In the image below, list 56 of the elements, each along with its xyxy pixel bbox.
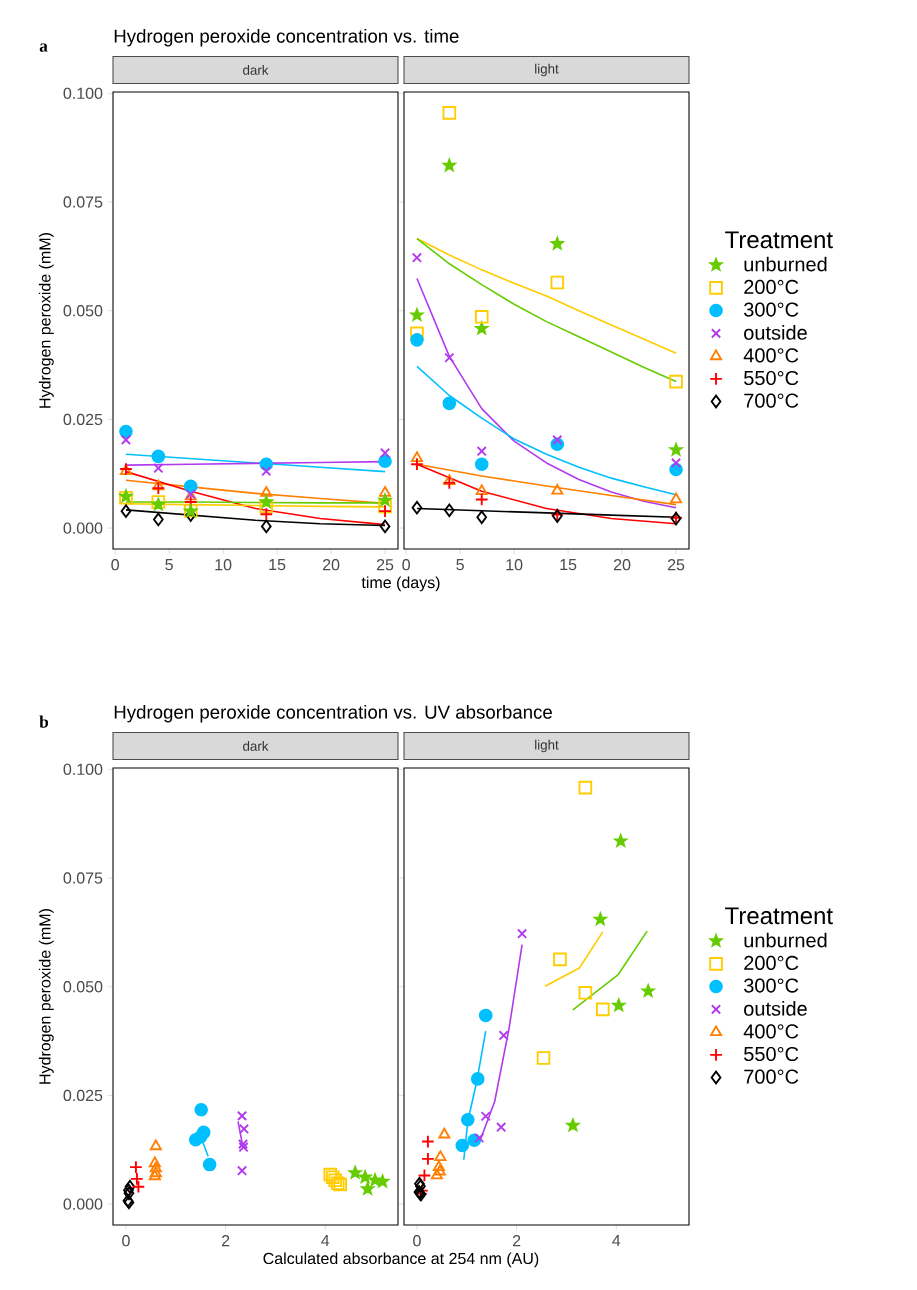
y-tick-label: 0.075 — [63, 196, 103, 208]
x-tick-label: 10 — [506, 559, 523, 571]
x-tick-label: 4 — [321, 1235, 330, 1247]
legend-label: unburned — [744, 932, 827, 948]
x-tick-label: 15 — [269, 559, 286, 571]
x-axis-title: time (days) — [361, 576, 440, 592]
x-tick-label: 10 — [215, 559, 232, 571]
legend-label: outside — [744, 325, 807, 340]
y-tick-label: 0.025 — [63, 1089, 103, 1102]
y-axis-title: Hydrogen peroxide (mM) — [38, 909, 54, 1084]
x-tick-label: 0 — [111, 559, 119, 571]
x-tick-label: 20 — [322, 559, 340, 571]
y-tick-label: 0.000 — [63, 522, 103, 534]
chart-subtitle: light — [535, 739, 559, 753]
chart-title: Hydrogen peroxide concentration vs. time — [114, 29, 459, 47]
legend-label: 700°C — [744, 1069, 799, 1084]
legend-label: 300°C — [744, 302, 799, 317]
y-tick-label: 0.050 — [63, 305, 103, 317]
text: b — [39, 715, 49, 728]
y-axis-title: Hydrogen peroxide (mM) — [38, 233, 54, 408]
y-tick-label: 0.075 — [63, 872, 103, 884]
x-tick-label: 0 — [413, 1235, 421, 1247]
x-tick-label: 0 — [402, 559, 410, 571]
x-tick-label: 5 — [165, 559, 173, 571]
x-tick-label: 5 — [456, 559, 464, 571]
chart-subtitle: dark — [243, 741, 269, 751]
x-tick-label: 2 — [221, 1235, 230, 1247]
legend-label: 400°C — [743, 348, 799, 363]
legend-label: 200°C — [744, 955, 799, 971]
chart-subtitle: dark — [243, 65, 269, 75]
legend-title: Treatment — [725, 907, 833, 925]
x-tick-label: 2 — [512, 1235, 521, 1247]
legend-label: 700°C — [744, 393, 799, 408]
legend-label: 200°C — [744, 279, 799, 295]
x-axis-title: Calculated absorbance at 254 nm (AU) — [263, 1252, 539, 1268]
legend-title: Treatment — [725, 231, 833, 249]
x-tick-label: 0 — [122, 1235, 130, 1247]
x-tick-label: 25 — [376, 559, 394, 571]
x-tick-label: 25 — [667, 559, 685, 571]
legend-label: 400°C — [743, 1024, 799, 1039]
text: a — [39, 43, 48, 52]
x-tick-label: 15 — [560, 559, 577, 571]
y-tick-label: 0.100 — [63, 763, 103, 775]
x-tick-label: 20 — [613, 559, 631, 571]
x-tick-label: 4 — [612, 1235, 621, 1247]
legend-label: unburned — [744, 256, 827, 272]
y-tick-label: 0.050 — [63, 981, 103, 993]
legend-label: 550°C — [744, 1046, 799, 1062]
legend-label: outside — [744, 1001, 807, 1016]
chart-subtitle: light — [535, 63, 559, 77]
y-tick-label: 0.000 — [63, 1198, 103, 1210]
y-tick-label: 0.025 — [63, 413, 103, 426]
chart-title: Hydrogen peroxide concentration vs. UV absorbance — [114, 705, 552, 723]
y-tick-label: 0.100 — [63, 87, 103, 99]
legend-label: 550°C — [744, 370, 799, 386]
legend-label: 300°C — [743, 978, 799, 993]
